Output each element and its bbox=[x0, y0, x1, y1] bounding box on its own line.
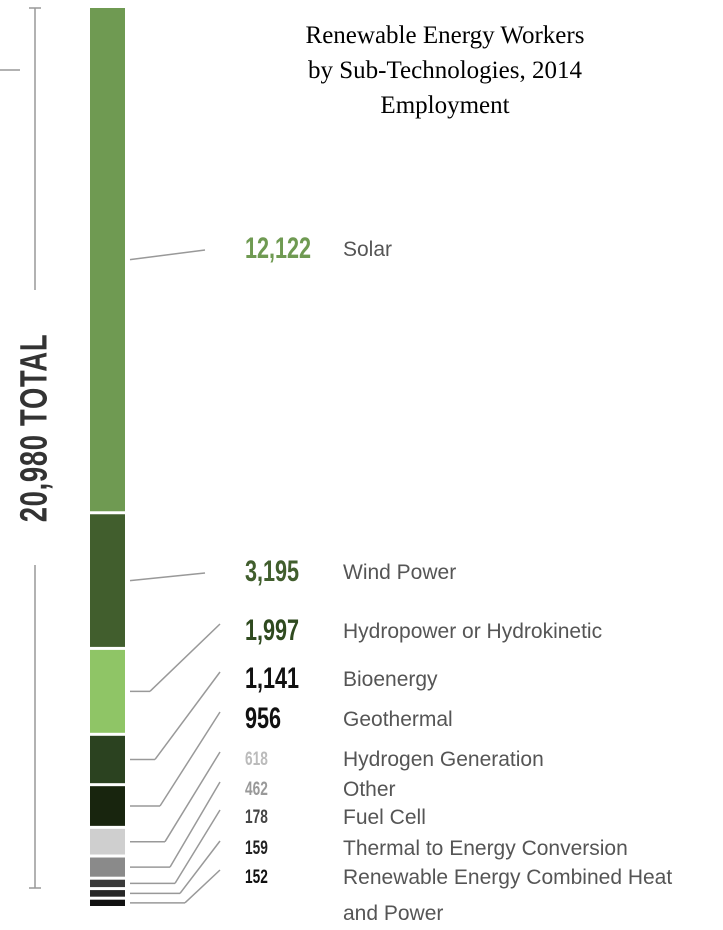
category-label: Bioenergy bbox=[343, 668, 438, 691]
leader-line bbox=[179, 840, 221, 894]
total-label: 20,980 TOTAL bbox=[13, 333, 56, 523]
bar-segment bbox=[90, 890, 125, 897]
value-label: 12,122 bbox=[245, 232, 312, 265]
bar-segment bbox=[90, 786, 125, 826]
category-label: Fuel Cell bbox=[343, 806, 426, 829]
leader-line bbox=[154, 671, 221, 760]
leader-line bbox=[184, 869, 221, 904]
bar-segment bbox=[90, 735, 125, 784]
category-label: Solar bbox=[343, 238, 393, 261]
leader-line bbox=[164, 751, 221, 843]
category-label: Other bbox=[343, 778, 396, 801]
value-label: 956 bbox=[245, 702, 282, 735]
value-label: 152 bbox=[245, 866, 268, 888]
leader-line bbox=[129, 572, 206, 582]
bar-segment bbox=[90, 649, 125, 733]
leader-line bbox=[174, 809, 221, 884]
value-label: 1,141 bbox=[245, 662, 300, 695]
category-label: Geothermal bbox=[343, 708, 453, 731]
leader-line bbox=[159, 711, 221, 807]
category-label: Hydrogen Generation bbox=[343, 748, 544, 771]
category-label: Wind Power bbox=[343, 561, 457, 584]
bar-segment bbox=[90, 8, 125, 512]
bar-segment bbox=[90, 828, 125, 855]
category-label: Renewable Energy Combined Heat and Power bbox=[343, 866, 673, 925]
value-label: 462 bbox=[245, 778, 268, 800]
bar-segment bbox=[90, 857, 125, 877]
leader-line bbox=[129, 249, 206, 261]
value-label: 1,997 bbox=[245, 614, 300, 647]
value-label: 618 bbox=[245, 748, 268, 770]
leader-line bbox=[169, 781, 221, 868]
leader-line bbox=[149, 623, 221, 692]
bar-segment bbox=[90, 514, 125, 647]
chart-title: Renewable Energy Workers by Sub-Technolo… bbox=[305, 22, 585, 119]
category-label: Hydropower or Hydrokinetic bbox=[343, 620, 603, 643]
bar-segment bbox=[90, 899, 125, 906]
value-label: 178 bbox=[245, 806, 268, 828]
category-label: Thermal to Energy Conversion bbox=[343, 837, 628, 860]
value-label: 3,195 bbox=[245, 555, 300, 588]
value-label: 159 bbox=[245, 837, 268, 859]
bar-segment bbox=[90, 879, 125, 888]
